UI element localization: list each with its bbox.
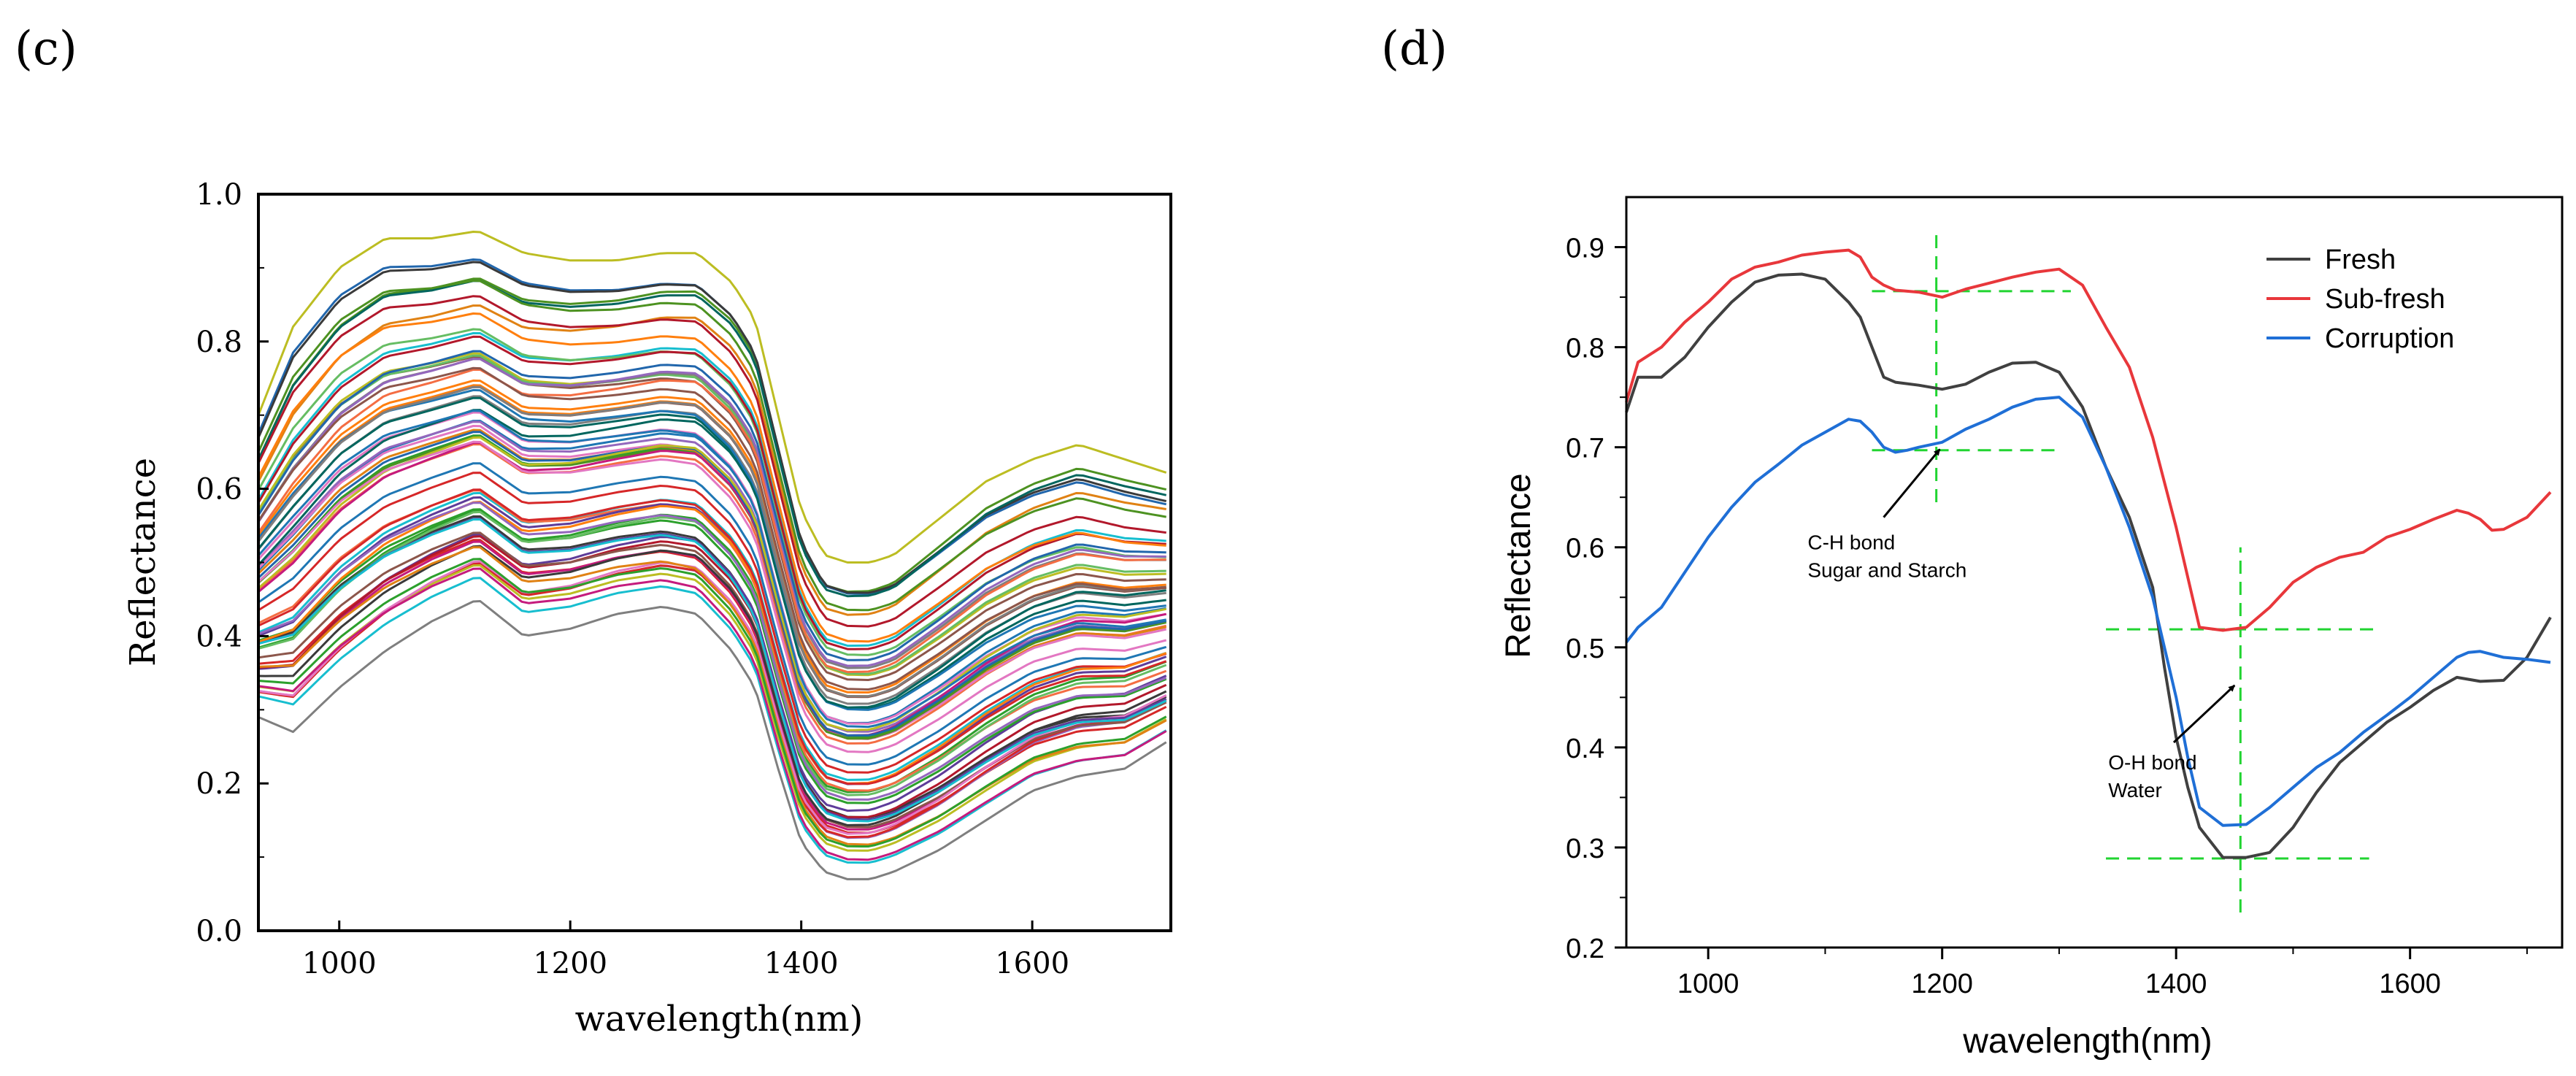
series-line-fresh [1625, 272, 2552, 859]
x-tick-label-d: 1600 [2379, 969, 2441, 999]
y-tick-label-c: 0.4 [196, 620, 242, 653]
x-axis-ticks-d: 1000 1200 1400 1600 [1677, 948, 2528, 999]
y-tick-label-c: 0.2 [196, 767, 242, 801]
spectrum-line [258, 535, 1167, 819]
spectrum-line [258, 558, 1167, 848]
spectrum-line [257, 279, 1166, 612]
spectrum-line [257, 420, 1166, 733]
spectrum-line [257, 277, 1167, 593]
x-tick-label-d: 1200 [1911, 969, 1973, 999]
spectrum-line [257, 410, 1166, 729]
y-tick-label-d: 0.2 [1566, 934, 1604, 964]
legend-label: Fresh [2325, 245, 2396, 275]
spectrum-line [257, 231, 1167, 564]
spectrum-line [258, 488, 1167, 785]
y-tick-label-d: 0.8 [1566, 334, 1604, 364]
x-axis-label-d: wavelength(nm) [1962, 1022, 2212, 1061]
x-tick-label-c: 1600 [995, 947, 1069, 980]
spectrum-line [258, 518, 1167, 823]
spectrum-line [257, 295, 1166, 628]
annotation-title: C-H bond [1807, 531, 1895, 553]
y-tick-label-d: 0.5 [1566, 634, 1604, 664]
spectrum-line [257, 366, 1166, 691]
spectrum-line [257, 431, 1167, 737]
spectrum-line [258, 560, 1167, 835]
x-axis-label-c: wavelength(nm) [575, 999, 864, 1040]
spectrum-line [257, 261, 1167, 594]
spectrum-line [257, 335, 1166, 650]
spectrum-line [258, 440, 1167, 753]
legend-label: Sub-fresh [2325, 284, 2445, 315]
spectrum-line [258, 600, 1167, 880]
x-tick-label-d: 1400 [2145, 969, 2207, 999]
annotation-subtitle: Sugar and Starch [1807, 558, 1966, 581]
series-lines [1625, 248, 2552, 859]
spectrum-line [258, 545, 1167, 826]
y-tick-label-c: 0.0 [196, 915, 242, 948]
x-tick-label-d: 1000 [1677, 969, 1739, 999]
spectrum-line [258, 509, 1167, 793]
spectrum-line [258, 502, 1167, 801]
spectrum-line [257, 354, 1166, 675]
x-tick-label-c: 1400 [764, 947, 839, 980]
panel-d: (d) 1000 1200 1400 1600 0.20.30.40.50.60.70… [1381, 22, 2564, 1061]
y-axis-ticks-c: 0.0 0.2 0.4 0.6 0.8 1.0 [196, 178, 269, 948]
y-tick-label-d: 0.4 [1566, 734, 1604, 764]
panel-label-d: (d) [1381, 22, 1447, 76]
y-axis-label-d: Reflectance [1499, 473, 1538, 658]
y-tick-label-d: 0.6 [1566, 534, 1604, 564]
spectrum-line [258, 501, 1167, 785]
annotation-title: O-H bond [2108, 751, 2196, 774]
annotations: C-H bond Sugar and Starch O-H bond Water [1807, 448, 2236, 802]
spectrum-line [258, 443, 1167, 745]
spectrum-line [257, 304, 1166, 616]
legend-label: Corruption [2325, 323, 2454, 354]
spectrum-line [257, 312, 1166, 643]
panel-label-c: (c) [15, 22, 77, 76]
annotation-arrow [1883, 448, 1941, 518]
spectrum-line [257, 429, 1167, 740]
series-line-sub-fresh [1625, 248, 2552, 632]
spectra-lines [257, 231, 1167, 880]
y-tick-label-d: 0.3 [1566, 834, 1604, 864]
spectrum-line [257, 350, 1166, 661]
spectrum-line [257, 368, 1166, 674]
legend: Fresh Sub-fresh Corruption [2267, 245, 2454, 354]
x-tick-label-c: 1200 [533, 947, 607, 980]
y-axis-label-c: Reflectance [123, 458, 164, 666]
y-tick-label-c: 0.8 [196, 326, 242, 359]
spectrum-line [258, 508, 1167, 804]
spectrum-line [257, 280, 1167, 598]
y-tick-label-c: 0.6 [196, 473, 242, 507]
x-axis-ticks-c: 1000 1200 1400 1600 [302, 921, 1069, 980]
plot-frame-d [1625, 196, 2564, 949]
spectrum-line [258, 546, 1167, 846]
annotation-arrow [2172, 684, 2236, 744]
spectrum-line [257, 409, 1166, 709]
spectrum-line [258, 567, 1167, 861]
spectrum-line [258, 462, 1167, 766]
y-tick-label-d: 0.7 [1566, 434, 1604, 464]
annotation-subtitle: Water [2108, 779, 2162, 802]
spectrum-line [257, 385, 1166, 698]
spectrum-line [257, 396, 1166, 710]
spectrum-line [258, 472, 1167, 774]
series-line-corruption [1625, 396, 2551, 827]
y-axis-ticks-d: 0.2 0.3 0.4 0.5 0.6 0.7 0.8 0.9 [1566, 234, 1626, 964]
panel-c: (c) 1000 1200 1400 1600 0.00.20.40.60.81.0 … [15, 22, 1172, 1040]
y-tick-label-d: 0.9 [1566, 234, 1604, 264]
spectrum-line [257, 358, 1166, 667]
x-tick-label-c: 1000 [302, 947, 377, 980]
y-tick-label-c: 1.0 [196, 178, 242, 212]
